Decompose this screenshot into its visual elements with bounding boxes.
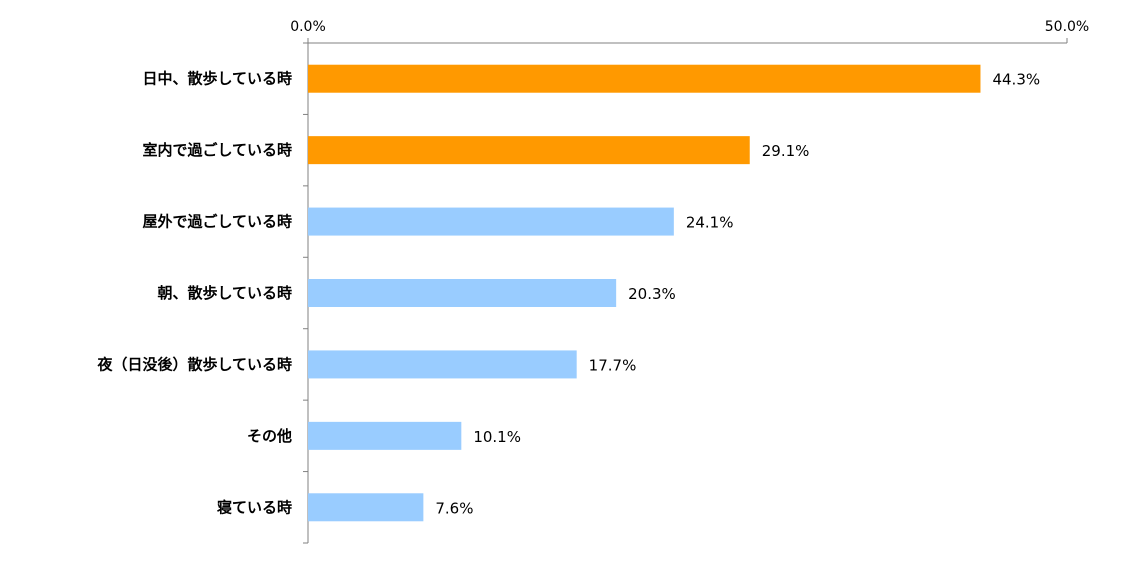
labels: 日中、散歩している時 44.3% 室内で過ごしている時 29.1% 屋外で過ごしている時… [96,70,1040,518]
value-label: 17.7% [589,356,637,374]
bar [308,207,674,236]
value-label: 44.3% [992,71,1040,89]
category-label: 日中、散歩している時 [142,70,292,88]
category-label: 屋外で過ごしている時 [142,213,292,231]
bar [308,493,424,522]
value-label: 29.1% [762,142,810,160]
value-label: 7.6% [435,499,473,517]
bar [308,421,462,450]
axes: 0.0% 50.0% [290,19,1089,544]
category-label: 夜（日没後）散歩している時 [96,355,292,373]
bar [308,136,750,165]
category-label: その他 [247,427,292,445]
value-label: 24.1% [686,214,734,232]
value-label: 10.1% [473,428,521,446]
category-label: 寝ている時 [217,498,292,516]
bar [308,279,617,307]
bar [308,350,577,379]
bars [308,64,981,522]
category-label: 室内で過ごしている時 [142,141,292,159]
x-tick-label: 50.0% [1045,19,1089,35]
category-label: 朝、散歩している時 [157,284,292,302]
x-tick-label: 0.0% [290,19,326,35]
value-label: 20.3% [628,285,676,303]
bar [308,64,981,93]
